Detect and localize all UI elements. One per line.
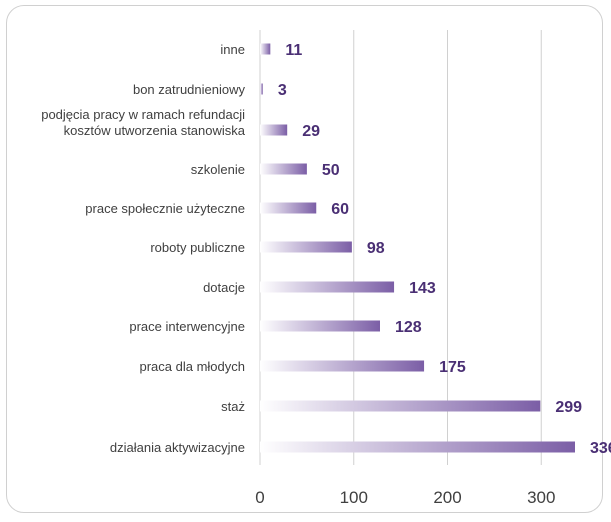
bar-6: [260, 202, 317, 214]
tick-label-0: 0: [255, 488, 264, 507]
value-label-0: 336: [590, 440, 611, 457]
value-label-7: 50: [322, 162, 340, 179]
value-label-10: 11: [285, 42, 302, 59]
category-label-0: działania aktywizacyjne: [110, 440, 245, 455]
bar-8: [260, 124, 288, 136]
value-label-2: 175: [439, 359, 466, 376]
bar-7: [260, 163, 307, 175]
value-label-5: 98: [367, 240, 385, 257]
value-label-8: 29: [302, 123, 320, 140]
category-label-9: bon zatrudnieniowy: [133, 82, 246, 97]
bar-0: [260, 441, 575, 453]
category-label-3: prace interwencyjne: [129, 319, 245, 334]
category-label-10: inne: [220, 42, 245, 57]
bar-1: [260, 400, 541, 412]
category-labels: działania aktywizacyjne staż praca dla mło…: [41, 42, 246, 455]
category-label-5: roboty publiczne: [150, 240, 245, 255]
x-axis-ticks: 0 100 200 300: [255, 488, 555, 507]
value-label-3: 128: [395, 319, 422, 336]
bar-9: [260, 83, 263, 95]
value-label-9: 3: [278, 82, 287, 99]
value-label-1: 299: [555, 399, 582, 416]
category-label-2: praca dla młodych: [140, 359, 246, 374]
tick-label-100: 100: [340, 488, 368, 507]
value-label-6: 60: [331, 201, 349, 218]
bar-5: [260, 241, 352, 253]
category-label-7: szkolenie: [191, 162, 245, 177]
category-label-6: prace społecznie użyteczne: [85, 201, 245, 216]
category-label-4: dotacje: [203, 280, 245, 295]
tick-label-200: 200: [433, 488, 461, 507]
value-label-4: 143: [409, 280, 436, 297]
category-label-1: staż: [221, 399, 245, 414]
bar-4: [260, 281, 395, 293]
bar-2: [260, 360, 425, 372]
category-label-8: podjęcia pracy w ramach refundacji kosztó…: [41, 107, 246, 138]
value-labels: 336 299 175 128 143 98 60 50 29 3 11: [278, 42, 611, 457]
chart-card: [6, 5, 603, 513]
bar-10: [260, 43, 271, 55]
bars: [260, 43, 575, 453]
tick-label-300: 300: [527, 488, 555, 507]
bar-3: [260, 320, 380, 332]
